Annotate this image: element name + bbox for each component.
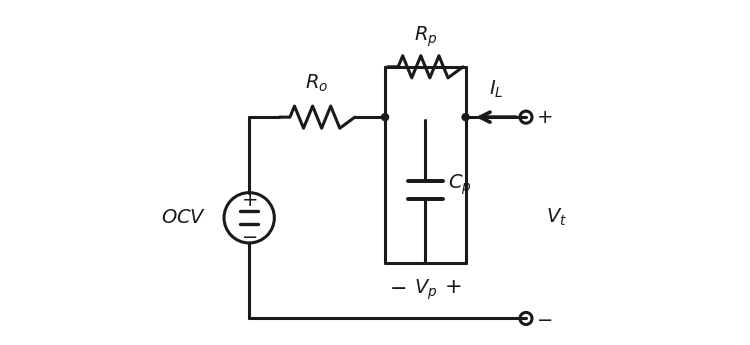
Text: $+$: $+$ [241, 191, 257, 210]
Circle shape [462, 114, 469, 121]
Text: $+$: $+$ [536, 108, 553, 127]
Text: $-$: $-$ [536, 309, 552, 328]
Text: $V_t$: $V_t$ [546, 207, 567, 228]
Text: $+$: $+$ [444, 277, 462, 297]
Text: $C_p$: $C_p$ [448, 173, 472, 197]
Text: $-$: $-$ [241, 226, 257, 245]
Text: $I_L$: $I_L$ [488, 78, 503, 99]
Text: $OCV$: $OCV$ [161, 208, 206, 227]
Circle shape [382, 114, 388, 121]
Text: $-$: $-$ [389, 277, 406, 297]
Text: $V_p$: $V_p$ [414, 277, 437, 302]
Text: $R_o$: $R_o$ [305, 73, 328, 95]
Text: $R_p$: $R_p$ [413, 25, 437, 49]
